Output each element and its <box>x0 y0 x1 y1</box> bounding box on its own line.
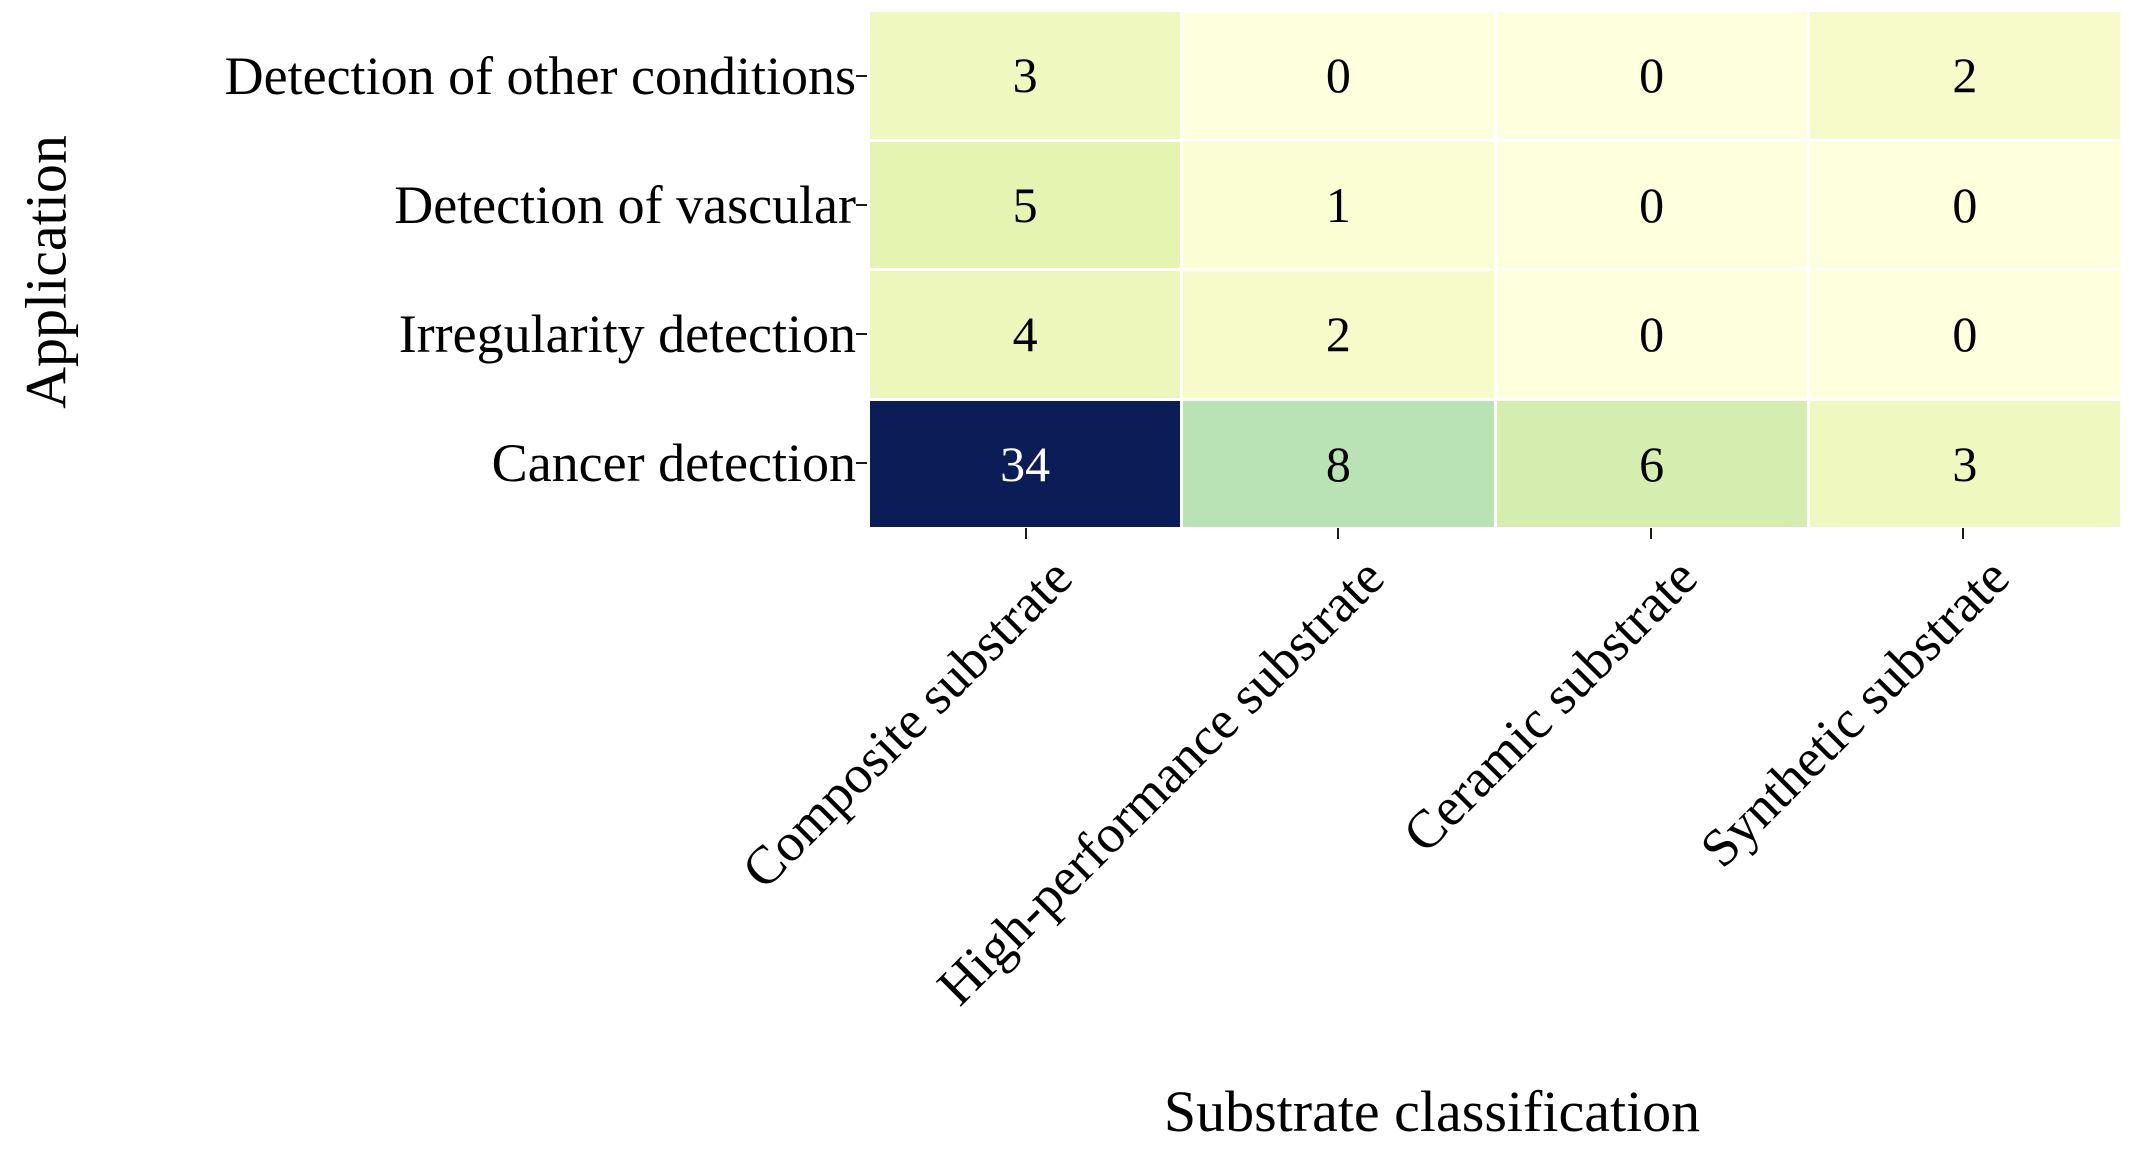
x-axis-title: Substrate classification <box>1163 1079 1701 1144</box>
cell-value: 3 <box>1012 47 1038 104</box>
heatmap-cell-r1-c2: 0 <box>1496 141 1807 268</box>
cell-value: 3 <box>1952 435 1978 492</box>
cell-value: 6 <box>1639 435 1665 492</box>
y-tick-mark <box>856 204 867 206</box>
cell-value: 0 <box>1952 306 1978 363</box>
cell-value: 0 <box>1639 47 1665 104</box>
heatmap-cell-r0-c2: 0 <box>1496 12 1807 139</box>
y-tick-label: Irregularity detection <box>398 304 856 364</box>
cell-value: 0 <box>1639 176 1665 233</box>
heatmap-cell-r3-c0: 34 <box>870 400 1181 527</box>
x-tick-mark <box>1025 528 1027 539</box>
cell-value: 0 <box>1952 176 1978 233</box>
y-axis-title: Application <box>13 135 79 409</box>
heatmap-cell-r3-c2: 6 <box>1496 400 1807 527</box>
heatmap-cell-r2-c2: 0 <box>1496 271 1807 398</box>
x-tick-mark <box>1337 528 1339 539</box>
y-tick-mark <box>856 462 867 464</box>
heatmap-cell-r2-c0: 4 <box>870 271 1181 398</box>
heatmap-cell-r1-c1: 1 <box>1183 141 1494 268</box>
y-tick-label: Cancer detection <box>491 433 856 493</box>
heatmap-cell-r3-c3: 3 <box>1809 400 2120 527</box>
cell-value: 34 <box>1000 435 1051 492</box>
y-tick-label: Detection of vascular <box>394 175 856 235</box>
heatmap-cell-r0-c1: 0 <box>1183 12 1494 139</box>
heatmap-cell-r1-c3: 0 <box>1809 141 2120 268</box>
y-tick-mark <box>856 333 867 335</box>
heatmap-cell-r3-c1: 8 <box>1183 400 1494 527</box>
heatmap-cell-r1-c0: 5 <box>870 141 1181 268</box>
y-tick-mark <box>856 75 867 77</box>
cell-value: 8 <box>1325 435 1351 492</box>
x-tick-label: Ceramic substrate <box>1391 546 1709 864</box>
x-tick-mark <box>1962 528 1964 539</box>
x-tick-label: Synthetic substrate <box>1688 546 2021 879</box>
cell-value: 4 <box>1012 306 1038 363</box>
x-tick-label: Composite substrate <box>729 546 1084 900</box>
cell-value: 1 <box>1325 176 1351 233</box>
heatmap-cell-r0-c3: 2 <box>1809 12 2120 139</box>
cell-value: 0 <box>1325 47 1351 104</box>
cell-value: 0 <box>1639 306 1665 363</box>
x-tick-mark <box>1650 528 1652 539</box>
cell-value: 2 <box>1952 47 1978 104</box>
heatmap-cell-r2-c3: 0 <box>1809 271 2120 398</box>
heatmap-grid: 3 0 0 2 5 1 0 0 4 2 0 0 34 8 6 3 <box>870 12 2120 527</box>
heatmap-cell-r2-c1: 2 <box>1183 271 1494 398</box>
y-tick-label: Detection of other conditions <box>224 46 856 106</box>
heatmap-cell-r0-c0: 3 <box>870 12 1181 139</box>
cell-value: 5 <box>1012 176 1038 233</box>
cell-value: 2 <box>1325 306 1351 363</box>
